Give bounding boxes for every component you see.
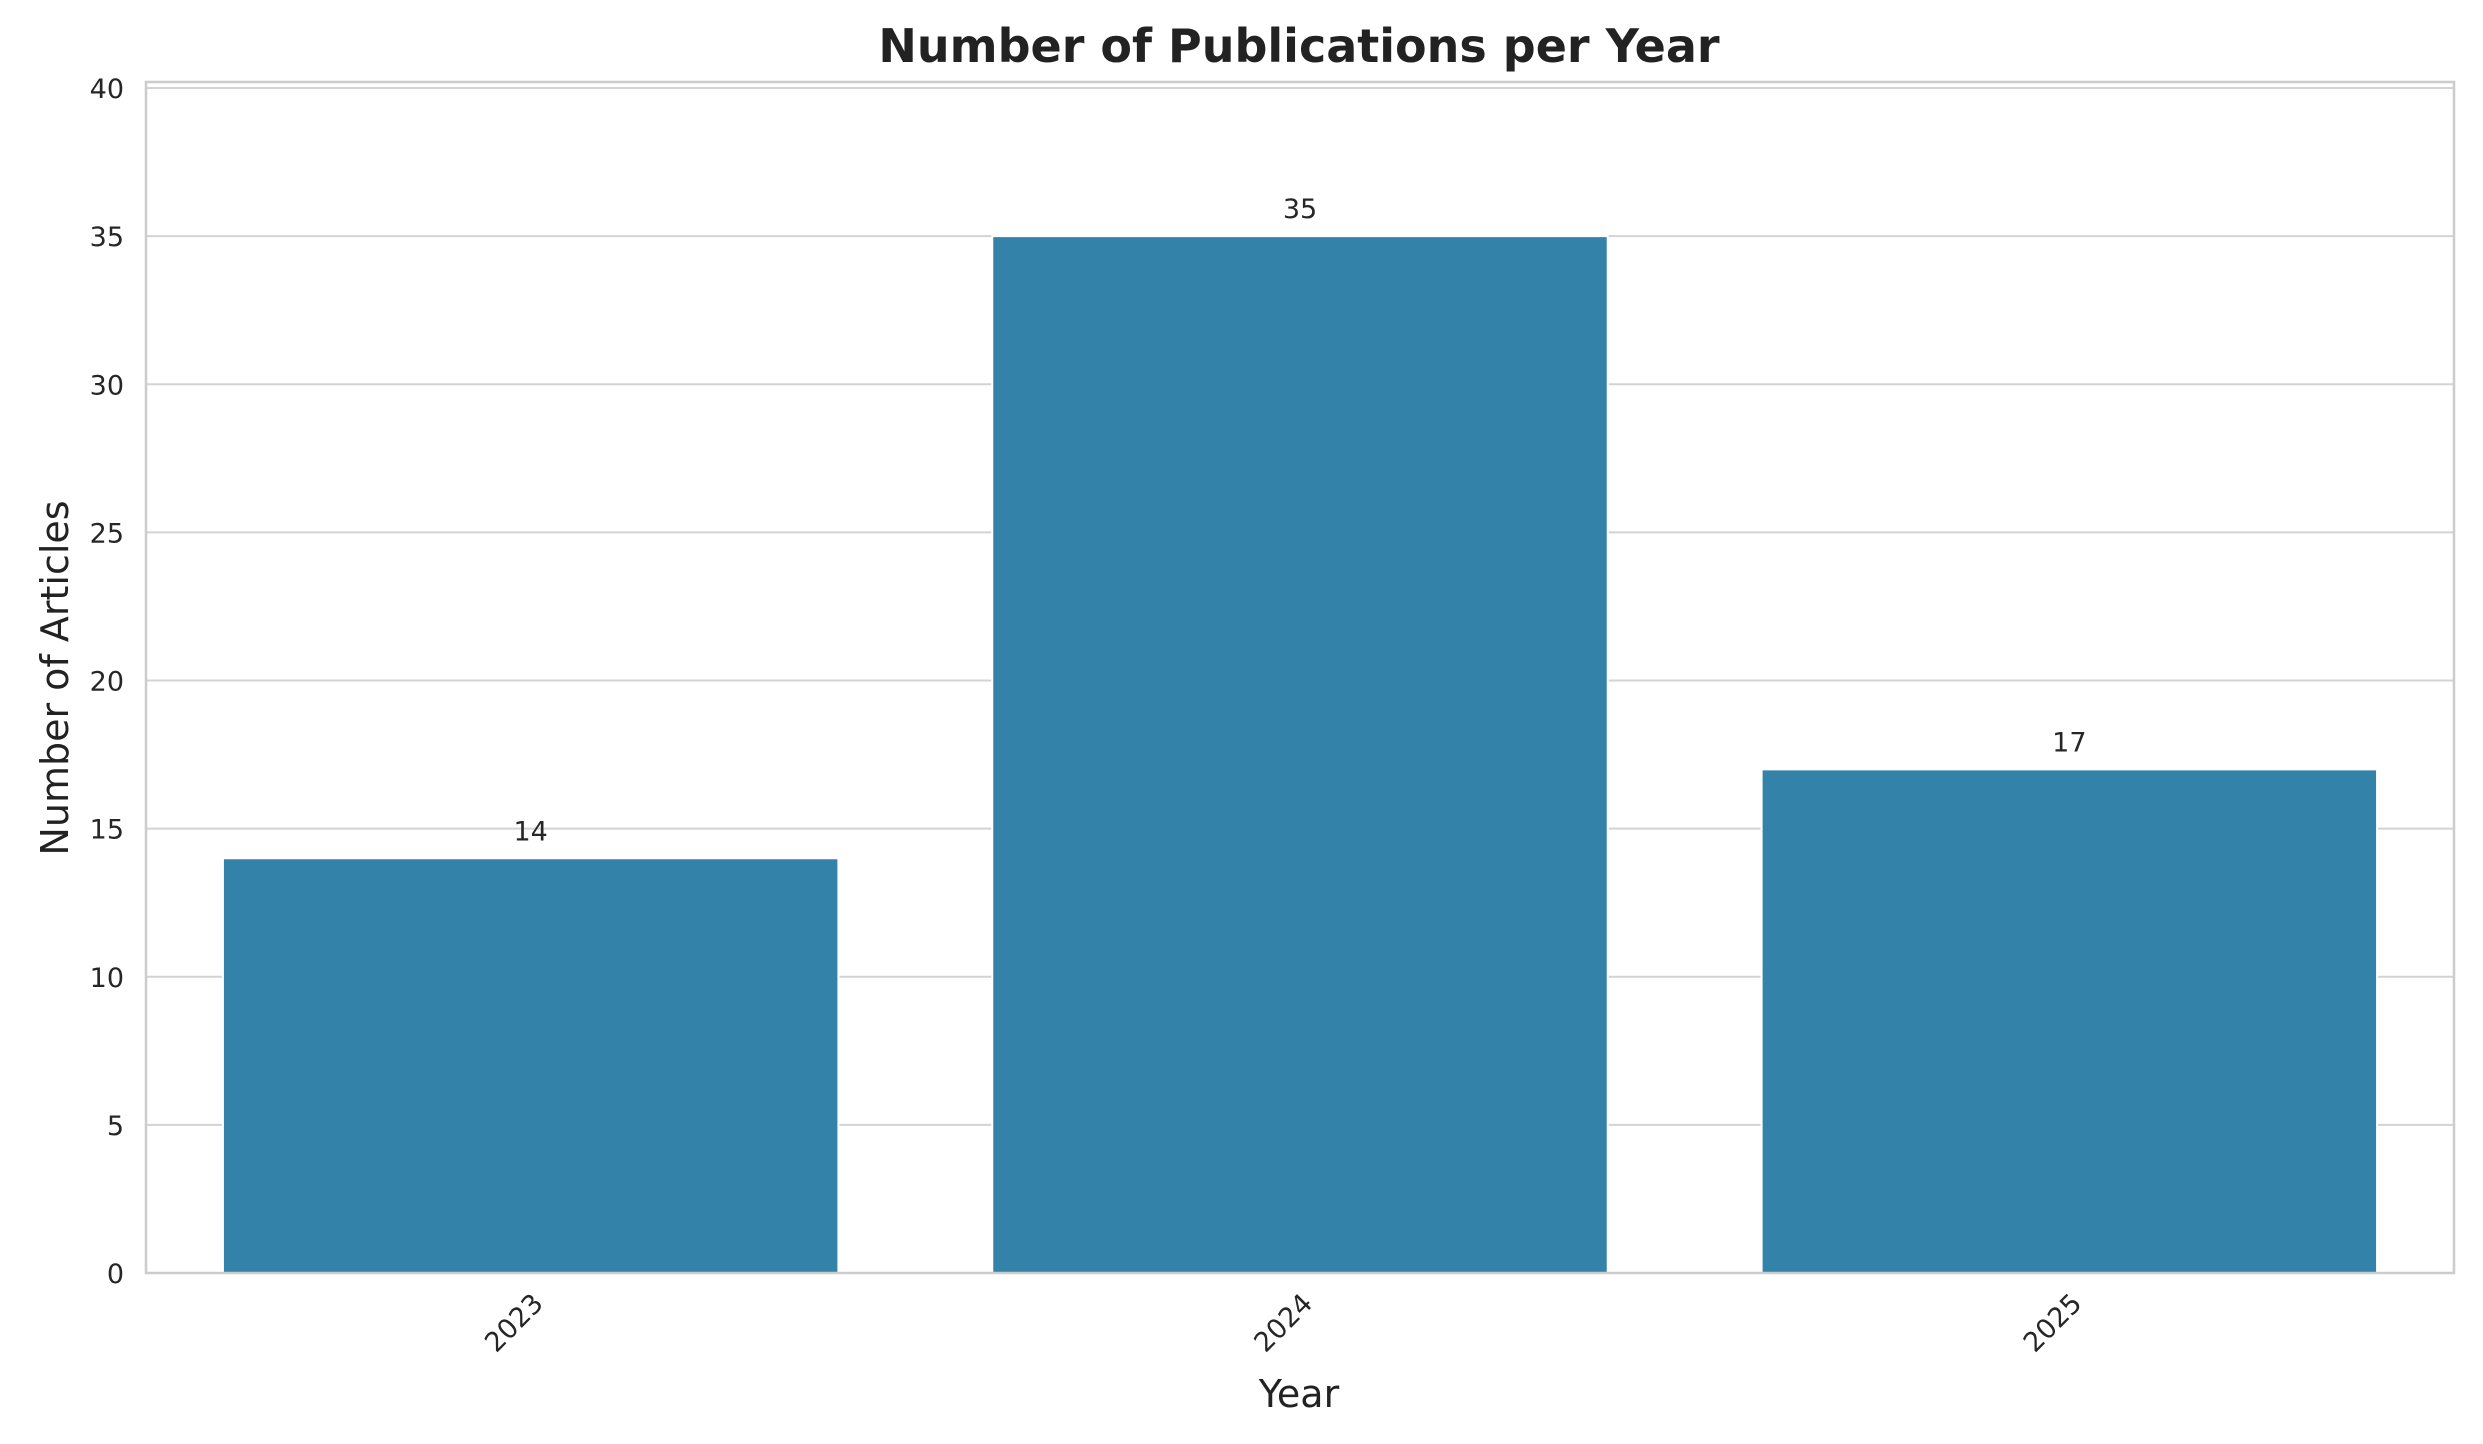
bar-value-label: 14	[513, 816, 547, 847]
y-axis-ticks: 0 5 10 15 20 25 30 35 40	[90, 74, 124, 1290]
y-tick-label: 5	[107, 1111, 124, 1142]
x-tick-label: 2023	[479, 1288, 550, 1359]
bar-2023	[221, 857, 840, 1274]
x-axis-ticks: 2023 2024 2025	[479, 1288, 2088, 1359]
y-tick-label: 25	[90, 518, 124, 549]
x-tick-label: 2024	[1248, 1288, 1319, 1359]
x-axis-label: Year	[1258, 1372, 1340, 1416]
y-tick-label: 15	[90, 815, 124, 846]
bar-2025	[1760, 768, 2379, 1274]
bars	[221, 235, 2379, 1274]
bar-value-label: 17	[2052, 727, 2086, 758]
x-tick-label: 2025	[2018, 1288, 2089, 1359]
y-tick-label: 35	[90, 222, 124, 253]
bar-value-labels: 14 35 17	[513, 194, 2086, 847]
chart-title: Number of Publications per Year	[878, 19, 1720, 73]
y-tick-label: 0	[107, 1259, 124, 1290]
y-tick-label: 30	[90, 370, 124, 401]
y-tick-label: 20	[90, 667, 124, 698]
y-tick-label: 10	[90, 963, 124, 994]
plot-frame	[144, 80, 2456, 1275]
bar-value-label: 35	[1283, 194, 1317, 225]
y-tick-label: 40	[90, 74, 124, 105]
y-axis-label: Number of Articles	[33, 500, 77, 855]
bar-2024	[991, 235, 1609, 1274]
